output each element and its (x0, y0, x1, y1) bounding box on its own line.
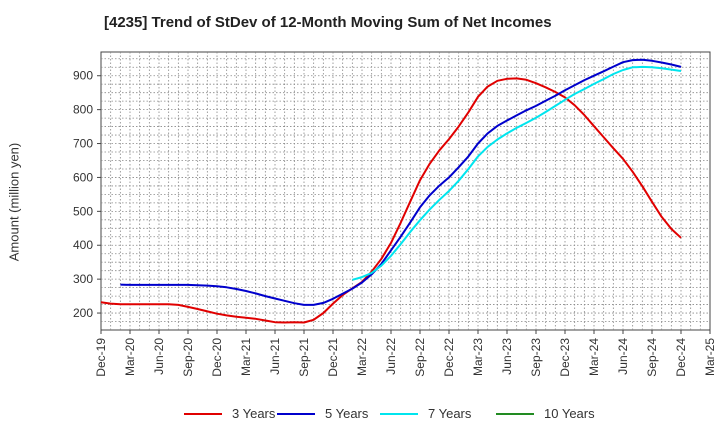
x-tick-label: Jun-22 (384, 338, 398, 375)
legend-swatch (277, 412, 315, 415)
legend-swatch (184, 412, 222, 415)
y-tick-label: 700 (73, 137, 93, 151)
x-tick-label: Jun-20 (152, 338, 166, 375)
series-line-7-years (352, 65, 682, 281)
x-tick-label: Sep-24 (645, 338, 659, 377)
legend-label: 3 Years (232, 406, 276, 421)
y-tick-label: 400 (73, 238, 93, 252)
y-tick-label: 600 (73, 170, 93, 184)
x-tick-label: Mar-24 (587, 338, 601, 376)
x-tick-label: Jun-21 (268, 338, 282, 375)
legend-item: 3 Years (184, 406, 275, 421)
x-tick-label: Dec-22 (442, 338, 456, 377)
x-tick-label: Sep-21 (297, 338, 311, 377)
grid-layer (100, 51, 711, 331)
x-tick-label: Mar-23 (471, 338, 485, 376)
x-tick-label: Sep-20 (181, 338, 195, 377)
x-tick-label: Mar-20 (123, 338, 137, 376)
legend-swatch (380, 412, 418, 415)
y-tick-label: 300 (73, 272, 93, 286)
legend-item: 10 Years (496, 406, 595, 421)
y-tick-label: 200 (73, 306, 93, 320)
series-layer (100, 58, 682, 324)
legend-item: 7 Years (380, 406, 471, 421)
x-tick-label: Sep-23 (529, 338, 543, 377)
x-tick-label: Dec-21 (326, 338, 340, 377)
chart-title: [4235] Trend of StDev of 12-Month Moving… (104, 14, 552, 31)
series-line-5-years (120, 58, 682, 306)
series-line-3-years (100, 77, 682, 324)
x-tick-label: Mar-21 (239, 338, 253, 376)
legend-label: 7 Years (428, 406, 472, 421)
legend: 3 Years 5 Years 7 Years 10 Years (0, 406, 720, 426)
x-tick-label: Sep-22 (413, 338, 427, 377)
y-tick-label: 900 (73, 69, 93, 83)
x-tick-label: Dec-23 (558, 338, 572, 377)
x-tick-label: Dec-20 (210, 338, 224, 377)
axis-layer: 200 300 400 500 600 700 800 900 Dec-19 Mar-20 Jun-… (73, 69, 717, 377)
legend-item: 5 Years (277, 406, 368, 421)
x-tick-label: Mar-22 (355, 338, 369, 376)
legend-label: 5 Years (325, 406, 369, 421)
legend-label: 10 Years (544, 406, 595, 421)
y-tick-label: 800 (73, 103, 93, 117)
plot-frame (100, 51, 711, 331)
legend-swatch (496, 412, 534, 415)
x-tick-label: Dec-24 (674, 338, 688, 377)
x-tick-label: Dec-19 (94, 338, 108, 377)
x-tick-label: Jun-24 (616, 338, 630, 375)
x-tick-label: Mar-25 (703, 338, 717, 376)
y-tick-label: 500 (73, 204, 93, 218)
x-tick-label: Jun-23 (500, 338, 514, 375)
